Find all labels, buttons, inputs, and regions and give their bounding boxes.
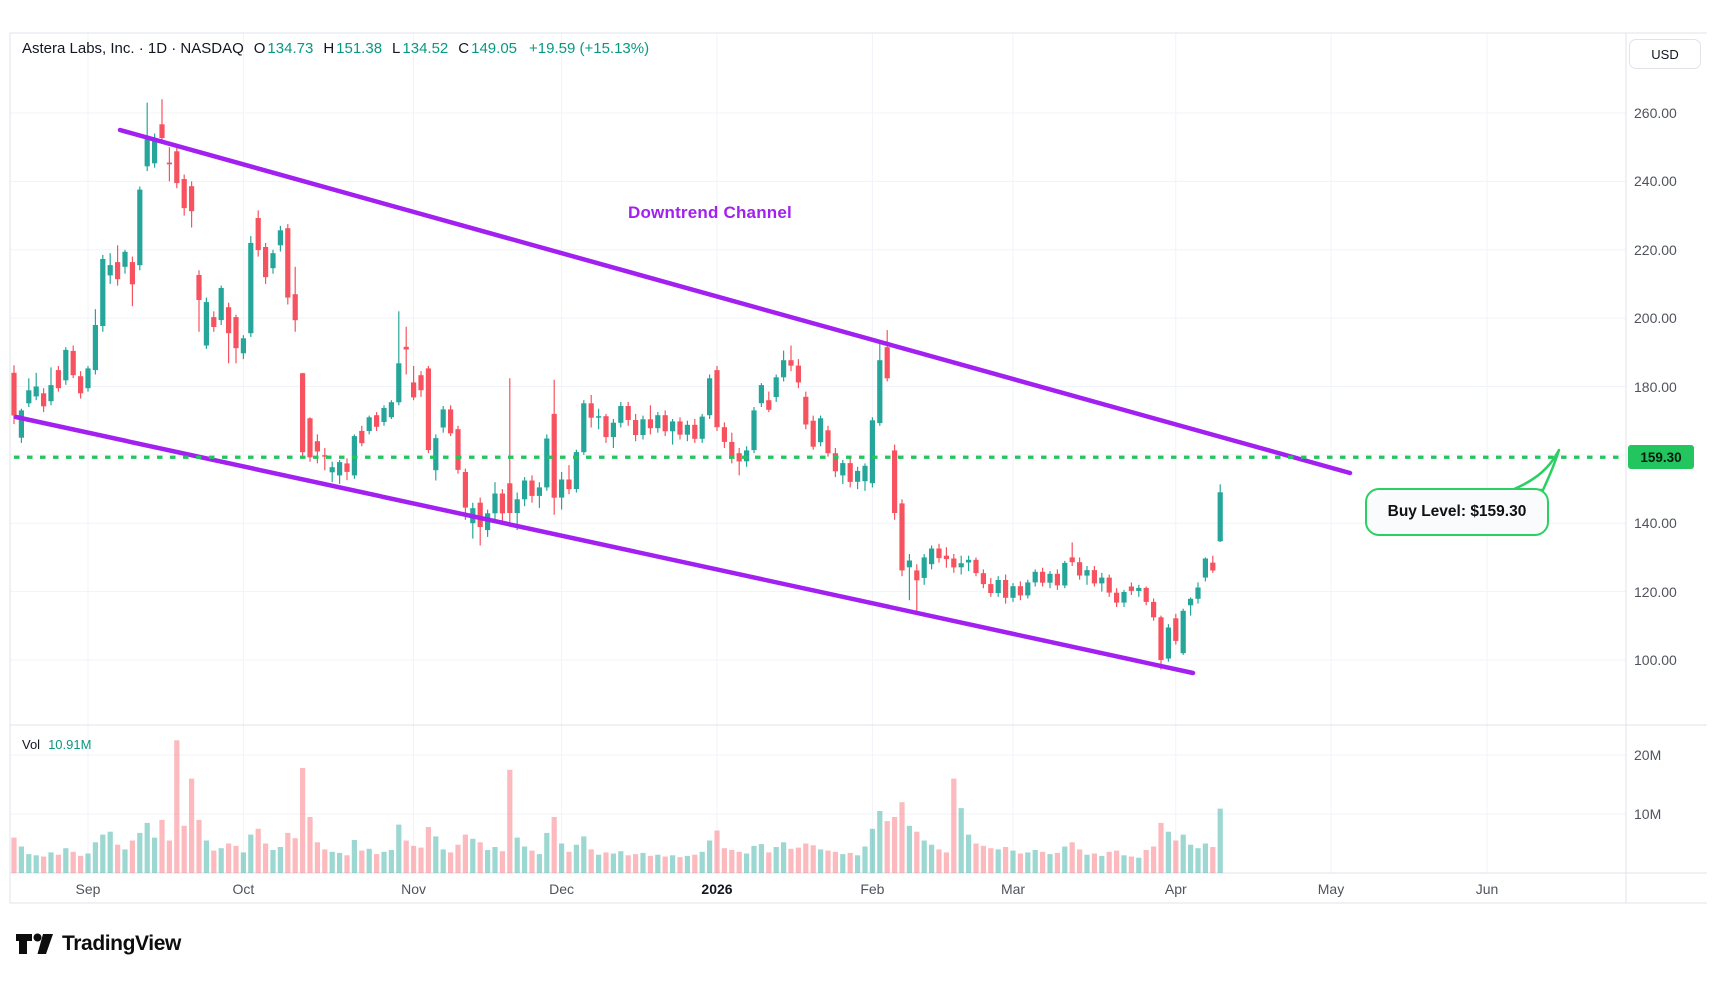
downtrend-channel-label[interactable]: Downtrend Channel xyxy=(628,203,792,222)
buy-level-callout[interactable]: Buy Level: $159.30 xyxy=(1365,488,1549,536)
tradingview-logo-icon xyxy=(16,933,53,954)
time-axis-label: Jun xyxy=(1475,881,1499,897)
volume-header: Vol 10.91M xyxy=(22,737,91,752)
price-axis-label: 120.00 xyxy=(1634,583,1677,600)
volume-axis-label: 20M xyxy=(1634,747,1662,763)
time-axis-label: Feb xyxy=(860,881,885,897)
time-axis-label: Dec xyxy=(549,881,575,897)
symbol-title: Astera Labs, Inc. · 1D · NASDAQ xyxy=(22,40,244,57)
price-axis-label: 220.00 xyxy=(1634,241,1677,258)
price-axis-label: 260.00 xyxy=(1634,105,1677,121)
downtrend-channel-lines[interactable] xyxy=(13,127,1353,676)
price-axis-label: 240.00 xyxy=(1634,173,1677,190)
volume-value: 10.91M xyxy=(48,737,92,752)
ohlc-open: O 134.73 xyxy=(253,40,314,57)
ohlc-close: C 149.05 xyxy=(458,40,518,57)
price-axis-label: 200.00 xyxy=(1634,310,1677,327)
time-axis-label: May xyxy=(1317,881,1345,897)
ohlc-low: L 134.52 xyxy=(392,40,449,57)
volume-bars xyxy=(11,740,1223,874)
currency-usd-button[interactable]: USD xyxy=(1629,39,1701,69)
tradingview-logo-link[interactable]: TradingView xyxy=(15,929,181,959)
volume-label: Vol xyxy=(22,737,41,752)
symbol-header[interactable]: Astera Labs, Inc. · 1D · NASDAQ O 134.73 … xyxy=(22,40,649,57)
price-axis-label: 100.00 xyxy=(1634,652,1677,668)
candles xyxy=(11,99,1223,670)
time-axis-label: Oct xyxy=(232,881,255,897)
time-axis-label: Mar xyxy=(1000,881,1026,897)
price-axis-label: 140.00 xyxy=(1634,515,1677,532)
time-axis-label: Nov xyxy=(401,881,427,897)
price-change: +19.59 (+15.13%) xyxy=(529,40,650,57)
buy-level-axis-tag: 159.30 xyxy=(1628,445,1694,470)
tradingview-brand-text: TradingView xyxy=(62,932,181,955)
ohlc-high: H 151.38 xyxy=(323,40,383,57)
time-axis-label: 2026 xyxy=(701,881,733,897)
time-axis-label: Apr xyxy=(1164,881,1187,897)
time-axis-label: Sep xyxy=(75,881,101,897)
price-axis-label: 180.00 xyxy=(1634,378,1677,395)
volume-axis-label: 10M xyxy=(1634,806,1662,822)
